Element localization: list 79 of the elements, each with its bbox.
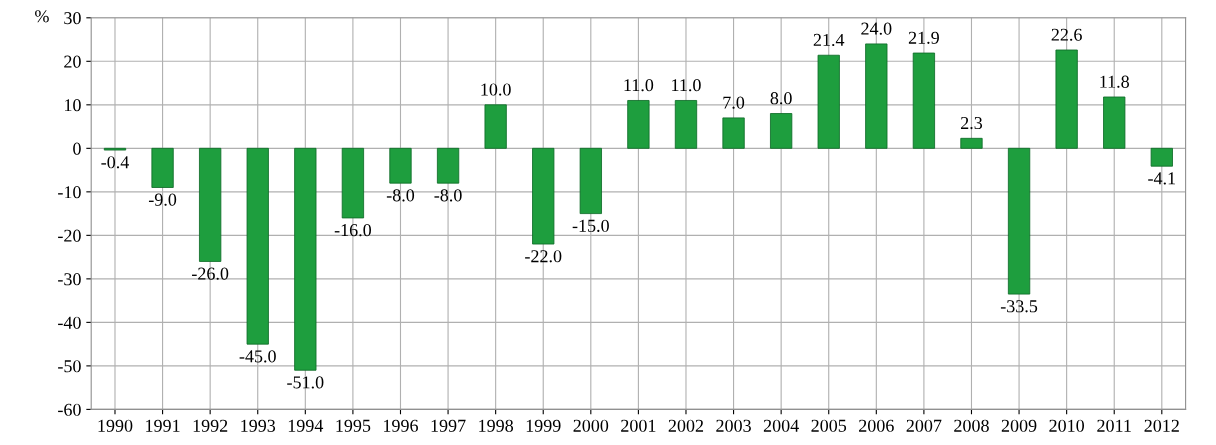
y-axis-title: % [35, 10, 49, 23]
data-label: 2.3 [960, 116, 983, 130]
x-tick-label: 2000 [573, 419, 609, 432]
data-label: 7.0 [723, 96, 745, 109]
data-label: 24.0 [861, 22, 892, 35]
bar [294, 147, 317, 371]
bar [199, 147, 222, 262]
data-label: 21.9 [908, 31, 939, 44]
bar [341, 147, 365, 219]
bar [627, 100, 650, 149]
bar [817, 54, 840, 149]
x-tick-label: 1994 [288, 419, 324, 432]
x-tick-label: 1997 [431, 419, 466, 432]
bar [912, 52, 936, 149]
x-tick-label: 1996 [384, 419, 418, 432]
data-label: 11.0 [672, 79, 701, 92]
x-tick-label: 1999 [526, 419, 561, 432]
data-label: -0.4 [101, 156, 129, 169]
data-label: 21.4 [813, 33, 845, 47]
x-tick-label: 1995 [336, 419, 371, 432]
data-label: -26.0 [192, 267, 229, 280]
bar [436, 147, 460, 184]
bar [484, 104, 507, 149]
x-tick-label: 2012 [1144, 419, 1179, 432]
x-tick-label: 1990 [98, 419, 133, 432]
data-label: 11.0 [624, 79, 654, 92]
y-tick-label: 30 [64, 12, 81, 25]
data-label: 8.0 [770, 92, 792, 105]
bar [1007, 147, 1031, 295]
bar [389, 147, 412, 184]
bar [960, 137, 983, 149]
bar [1055, 49, 1078, 149]
data-label: -8.0 [434, 189, 462, 202]
y-tick-label: -30 [58, 273, 81, 286]
bar [579, 147, 602, 215]
data-label: 22.6 [1051, 28, 1082, 41]
data-label: 10.0 [481, 83, 511, 96]
bar [246, 147, 269, 345]
x-tick-label: 1998 [479, 419, 514, 432]
data-label: -15.0 [572, 219, 609, 232]
x-tick-label: 2002 [668, 419, 704, 432]
x-tick-label: 2011 [1097, 419, 1131, 432]
bar [532, 147, 555, 245]
y-tick-label: -20 [58, 229, 81, 242]
data-label: -4.1 [1148, 172, 1176, 185]
y-tick-label: 10 [65, 99, 81, 112]
x-tick-label: 2010 [1049, 419, 1085, 432]
x-tick-label: 2009 [1001, 419, 1037, 432]
bar [770, 113, 793, 149]
x-tick-label: 2006 [859, 419, 894, 432]
x-tick-label: 1991 [146, 419, 180, 432]
y-tick-label: -60 [58, 403, 81, 416]
data-label: -8.0 [386, 189, 415, 202]
x-tick-label: 2007 [906, 419, 942, 432]
data-label: -51.0 [287, 376, 324, 389]
y-tick-label: 0 [73, 142, 81, 155]
x-tick-label: 2003 [716, 419, 751, 432]
x-tick-label: 2005 [811, 419, 847, 432]
data-label: -33.5 [1000, 300, 1038, 313]
y-tick-label: 20 [64, 55, 81, 68]
bar [674, 100, 698, 149]
x-tick-label: 2004 [763, 419, 799, 432]
x-tick-label: 1992 [193, 419, 228, 432]
x-tick-label: 1993 [241, 419, 276, 432]
bar [865, 43, 888, 149]
y-tick-label: -10 [58, 186, 81, 199]
data-label: -45.0 [239, 350, 276, 363]
bar [1103, 96, 1126, 149]
x-tick-label: 2008 [954, 419, 989, 432]
data-label: -16.0 [334, 224, 372, 237]
bar [722, 117, 745, 149]
data-label: 11.8 [1100, 75, 1129, 88]
bar [1150, 147, 1173, 167]
data-label: -9.0 [148, 193, 177, 206]
y-tick-label: -40 [58, 316, 81, 329]
data-label: -22.0 [525, 250, 562, 263]
bar [151, 147, 174, 188]
x-tick-label: 2001 [621, 419, 656, 432]
y-tick-label: -50 [58, 360, 81, 373]
